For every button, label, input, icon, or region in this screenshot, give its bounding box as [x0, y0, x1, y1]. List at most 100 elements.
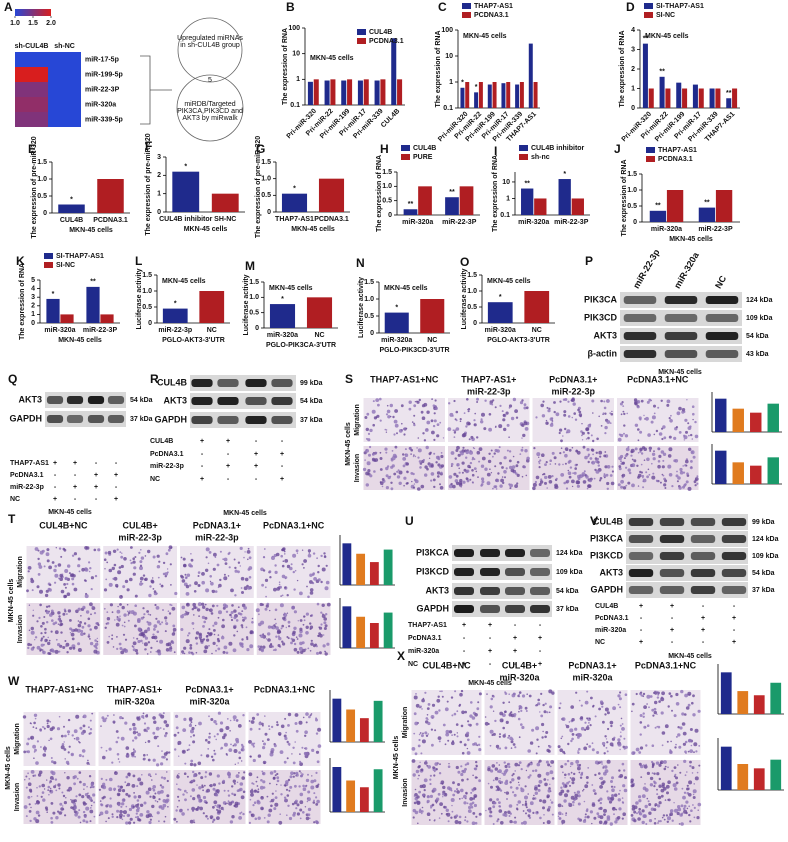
- cell: [124, 722, 127, 725]
- cell: [48, 786, 51, 789]
- blot-band: [624, 314, 657, 322]
- cell: [496, 488, 498, 490]
- panel-letter: Q: [8, 372, 17, 386]
- cell: [698, 803, 702, 807]
- cell: [86, 549, 88, 551]
- cell: [47, 642, 50, 645]
- cell: [181, 576, 184, 579]
- cell: [146, 791, 150, 795]
- bar: [479, 82, 483, 108]
- cell: [392, 456, 396, 460]
- heat-cell: [15, 52, 48, 67]
- cell: [274, 770, 277, 773]
- bar: [768, 457, 779, 484]
- legend-label: CUL4B: [369, 29, 392, 36]
- cell: [123, 810, 127, 814]
- heat-cell: [48, 52, 81, 67]
- cell: [211, 612, 214, 615]
- blot-caption: MKN-45 cells: [223, 510, 267, 517]
- cell: [46, 611, 49, 614]
- cell: [368, 433, 370, 435]
- cell: [169, 612, 171, 614]
- cell: [193, 614, 195, 616]
- cell: [586, 726, 590, 730]
- cell: [327, 603, 331, 607]
- cell: [137, 799, 140, 802]
- cell: [44, 628, 47, 631]
- bar: [665, 89, 670, 109]
- cell: [490, 705, 493, 708]
- protein-label: PI3KCD: [590, 550, 624, 560]
- cell: [91, 805, 93, 807]
- cell: [304, 619, 306, 621]
- cell: [39, 650, 41, 652]
- significance: **: [90, 279, 96, 286]
- cell: [208, 563, 210, 565]
- y-tick-label: 0: [31, 320, 35, 327]
- cell: [288, 637, 290, 639]
- bar: [404, 209, 418, 215]
- cell: [228, 773, 231, 776]
- x-axis-label: MKN-45 cells: [669, 236, 713, 243]
- cell: [587, 816, 590, 819]
- cell: [48, 794, 50, 796]
- cell: [225, 726, 229, 730]
- cell: [600, 477, 603, 480]
- cell: [86, 803, 88, 805]
- size-label: 54 kDa: [746, 333, 769, 340]
- cell: [600, 777, 603, 780]
- cell: [191, 721, 193, 723]
- cell: [276, 721, 278, 723]
- cell: [386, 474, 389, 477]
- cell: [116, 636, 118, 638]
- cell: [228, 794, 230, 796]
- cell: [498, 424, 502, 428]
- bar: [521, 189, 533, 215]
- cell: [313, 552, 315, 554]
- cell: [188, 651, 191, 654]
- cell: [124, 649, 128, 653]
- cell: [231, 611, 234, 614]
- cell: [681, 804, 684, 807]
- cell: [288, 625, 290, 627]
- y-tick-label: 1.0: [382, 183, 392, 190]
- cell: [193, 628, 194, 629]
- cell: [289, 745, 290, 746]
- colorbar: [15, 9, 51, 16]
- cell: [132, 723, 135, 726]
- cell: [127, 604, 129, 606]
- chart-title: MKN-45 cells: [162, 278, 206, 285]
- cell: [476, 723, 479, 726]
- cell: [550, 463, 552, 465]
- cell: [415, 693, 417, 695]
- cell: [607, 750, 609, 752]
- cell: [472, 482, 473, 483]
- cell: [461, 690, 463, 692]
- cell: [89, 602, 93, 606]
- cell: [500, 821, 504, 825]
- cell: [578, 748, 581, 751]
- cell: [35, 819, 39, 823]
- cell: [227, 718, 229, 720]
- cell: [107, 622, 110, 625]
- cell: [306, 721, 308, 723]
- cell: [116, 816, 118, 818]
- cell: [174, 592, 177, 595]
- cell: [275, 609, 278, 612]
- cell: [499, 446, 501, 448]
- cell: [572, 781, 575, 784]
- cell: [293, 571, 295, 573]
- cell: [476, 401, 478, 403]
- cell: [273, 777, 276, 780]
- cell: [662, 785, 665, 788]
- cell: [418, 775, 420, 777]
- cell: [268, 725, 270, 727]
- cell: [234, 783, 236, 785]
- cell: [229, 614, 232, 617]
- cell: [519, 708, 521, 710]
- cell: [587, 455, 589, 457]
- cell: [380, 457, 383, 460]
- cell: [132, 740, 134, 742]
- cell: [561, 447, 563, 449]
- cell: [532, 812, 534, 814]
